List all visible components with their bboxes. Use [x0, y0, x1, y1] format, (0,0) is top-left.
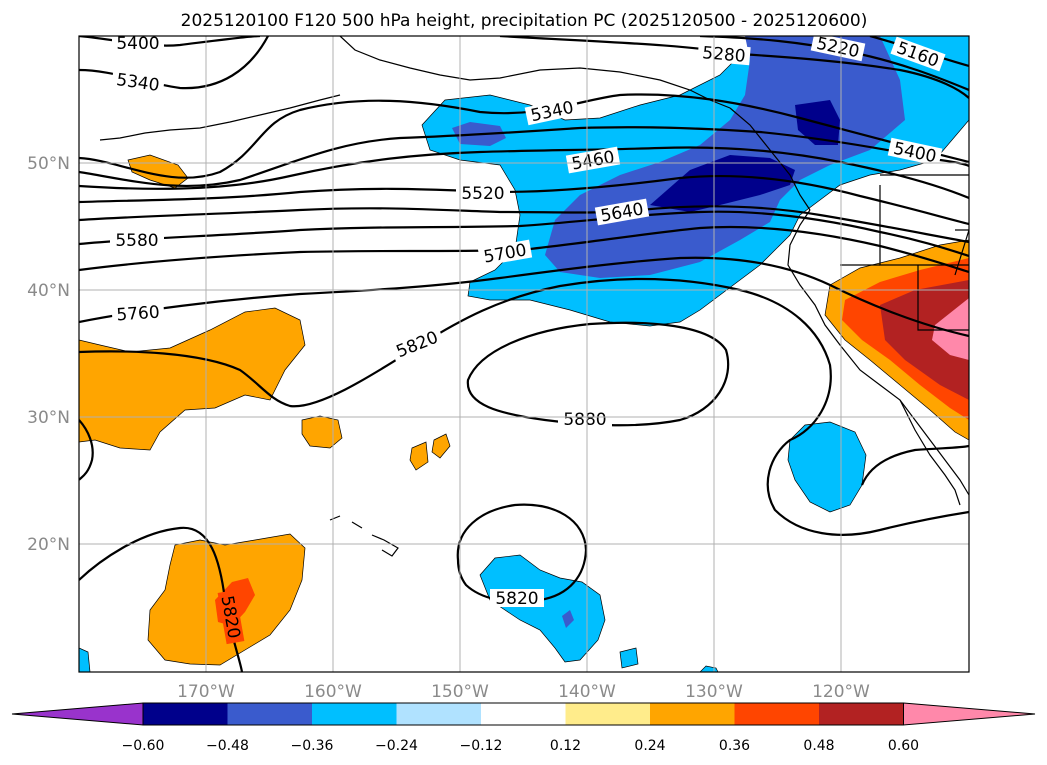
colorbar-block	[565, 703, 650, 725]
precip-shading-neg-cutoff	[787, 421, 867, 513]
colorbar-ticks: −0.60 −0.48 −0.36 −0.24 −0.12 0.12 0.24 …	[122, 738, 920, 754]
contour-label-5280: 5280	[697, 42, 751, 67]
lat-label: 20°N	[27, 535, 70, 555]
contour-5580	[79, 205, 969, 244]
lon-label: 160°W	[304, 682, 362, 702]
lon-label: 130°W	[685, 682, 743, 702]
precip-shading-neg-sliver	[619, 647, 639, 669]
precip-shading-pos-coast-b	[880, 280, 969, 400]
colorbar: −0.60 −0.48 −0.36 −0.24 −0.12 0.12 0.24 …	[11, 702, 1036, 754]
coastlines	[99, 36, 969, 557]
coastline-baja	[899, 399, 961, 506]
contour-label-5820b: 5820	[490, 589, 544, 609]
contour-label-5760: 5760	[111, 302, 165, 326]
colorbar-tick-label: 0.60	[888, 738, 919, 754]
colorbar-block	[396, 703, 481, 725]
coastline-aleutians	[99, 94, 341, 141]
contour-label-text: 5880	[563, 410, 606, 430]
precip-shading-pos-islet2	[409, 441, 429, 471]
contour-5340-west	[79, 36, 269, 90]
lat-label: 50°N	[27, 154, 70, 174]
contour-5820-main	[79, 277, 969, 536]
colorbar-block	[312, 703, 397, 725]
colorbar-tick-label: 0.24	[634, 738, 665, 754]
map-content: 5400 5340 5280 5220 5160	[79, 34, 969, 672]
colorbar-block	[819, 703, 904, 725]
lat-label: 30°N	[27, 408, 70, 428]
colorbar-extend-max	[903, 702, 1036, 726]
precip-shading-neg-edge	[79, 647, 91, 672]
contour-5280	[499, 36, 969, 99]
contour-5760	[79, 256, 969, 338]
contour-5700	[79, 225, 969, 274]
lon-label: 150°W	[431, 682, 489, 702]
colorbar-block	[650, 703, 735, 725]
contour-label-5400a: 5400	[112, 34, 164, 54]
map-frame	[78, 35, 970, 673]
coastline-us-west	[787, 209, 969, 496]
contour-5400-west	[79, 36, 261, 47]
colorbar-block	[481, 703, 566, 725]
colorbar-tick-label: −0.48	[206, 738, 249, 754]
contour-5820-hi	[456, 503, 588, 603]
figure-title: 2025120100 F120 500 hPa height, precipit…	[181, 11, 868, 31]
contour-label-text: 5760	[116, 303, 161, 326]
contour-5520	[79, 174, 969, 226]
contour-5460	[79, 146, 969, 200]
contour-5640	[79, 210, 969, 258]
precip-shading-pos-west	[79, 307, 306, 451]
contour-label-5580: 5580	[110, 231, 164, 251]
precip-shading-neg-tropics-dot	[562, 610, 574, 628]
precip-shading-pos-coast-p	[932, 298, 969, 360]
height-contours	[79, 36, 969, 672]
coastline-hawaii	[329, 515, 399, 557]
colorbar-tick-label: −0.24	[375, 738, 418, 754]
contour-label-5880: 5880	[558, 410, 612, 430]
lon-label: 140°W	[558, 682, 616, 702]
colorbar-frame	[142, 702, 904, 726]
map-panel: 5400 5340 5280 5220 5160	[27, 34, 970, 702]
contour-label-text: 5280	[701, 43, 746, 67]
coastline-alaska	[339, 36, 731, 109]
precip-shading-neg-core	[650, 155, 795, 212]
lon-label: 120°W	[812, 682, 870, 702]
colorbar-extend-min	[11, 702, 144, 726]
contour-label-text: 5520	[461, 184, 504, 204]
contour-label-text: 5820	[495, 589, 538, 609]
colorbar-blocks	[143, 703, 904, 725]
lon-label: 170°W	[177, 682, 235, 702]
colorbar-tick-label: 0.12	[550, 738, 581, 754]
colorbar-tick-label: −0.12	[460, 738, 503, 754]
contour-label-5520: 5520	[456, 184, 510, 204]
precip-shading-pos-islet1	[301, 415, 343, 449]
contour-label-text: 5580	[115, 231, 158, 251]
colorbar-block	[143, 703, 228, 725]
colorbar-tick-label: 0.36	[719, 738, 750, 754]
gridlines	[79, 36, 969, 672]
contour-label-text: 5400	[116, 34, 159, 54]
state-border-3	[840, 264, 969, 331]
lat-label: 40°N	[27, 281, 70, 301]
state-border-4	[954, 229, 969, 276]
colorbar-block	[734, 703, 819, 725]
longitude-labels: 170°W 160°W 150°W 140°W 130°W 120°W	[177, 682, 870, 702]
precip-shading-pos-islet3	[431, 433, 451, 459]
latitude-labels: 50°N 40°N 30°N 20°N	[27, 154, 70, 555]
contour-5340-main	[79, 93, 969, 179]
contour-edge	[79, 419, 94, 481]
contour-5880	[466, 321, 730, 427]
colorbar-tick-label: 0.48	[803, 738, 834, 754]
contour-5820-ring	[860, 444, 969, 486]
colorbar-block	[227, 703, 312, 725]
colorbar-tick-label: −0.36	[291, 738, 334, 754]
colorbar-tick-label: −0.60	[122, 738, 165, 754]
